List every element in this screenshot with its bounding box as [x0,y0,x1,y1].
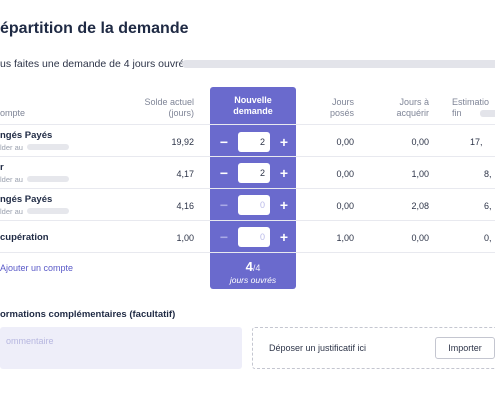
poses-cell: 0,00 [336,137,354,147]
acquerir-cell: 0,00 [411,137,429,147]
total-value: 4 [245,259,253,274]
total-unit-label: jours ouvrés [229,275,277,285]
drop-zone-label: Déposer un justificatif ici [269,343,367,353]
estimation-cell: 17, [470,137,483,147]
header-poses-line1: Jours [331,97,354,107]
page-title: épartition de la demande [0,20,189,37]
header-nouvelle-demande: Nouvelle demande [210,95,296,117]
header-nouvelle-line1: Nouvelle [234,95,272,105]
request-input[interactable]: 0 [238,195,270,215]
file-drop-zone[interactable]: Déposer un justificatif ici Importer [252,327,495,369]
total-denominator: /4 [252,263,261,273]
request-input[interactable]: 0 [238,227,270,247]
header-estimation-line1: Estimatio [452,97,490,107]
estimation-cell: 0, [484,233,492,243]
header-estimation: Estimatio fin [452,97,489,119]
account-sub: lder au [0,143,23,152]
header-poses-line2: posés [329,108,354,118]
account-name: ngés Payés [0,194,53,205]
account-name: r [0,162,4,173]
total-request: 4/4 [210,258,296,276]
decrement-button[interactable]: − [219,165,229,181]
header-account: ompte [0,108,26,118]
account-sub: lder au [0,175,23,184]
add-account-link[interactable]: Ajouter un compte [0,263,74,273]
acquerir-cell: 0,00 [411,233,429,243]
redacted-bar [480,110,495,117]
request-input[interactable]: 2 [238,132,270,152]
redacted-bar [27,144,69,150]
solde-cell: 4,16 [176,201,194,211]
poses-cell: 0,00 [336,169,354,179]
redacted-bar [182,60,495,68]
quantity-stepper[interactable]: − 2 + [216,163,292,183]
quantity-stepper[interactable]: − 2 + [216,132,292,152]
header-nouvelle-line2: demande [233,106,273,116]
solde-cell: 4,17 [176,169,194,179]
row-divider [0,252,495,253]
increment-button[interactable]: + [279,197,289,213]
additional-info-title: ormations complémentaires (facultatif) [0,309,176,320]
poses-cell: 0,00 [336,201,354,211]
redacted-bar [27,176,69,182]
header-jours-poses: Jours posés [310,97,354,119]
row-divider [0,220,495,221]
row-divider [0,188,495,189]
account-name: ngés Payés [0,130,53,141]
row-divider [0,124,495,125]
quantity-stepper[interactable]: − 0 + [216,227,292,247]
header-acquerir-line2: acquérir [396,108,429,118]
poses-cell: 1,00 [336,233,354,243]
increment-button[interactable]: + [279,165,289,181]
solde-cell: 1,00 [176,233,194,243]
header-estimation-line2: fin [452,108,462,118]
acquerir-cell: 1,00 [411,169,429,179]
request-input[interactable]: 2 [238,163,270,183]
solde-cell: 19,92 [171,137,194,147]
redacted-bar [27,208,69,214]
quantity-stepper[interactable]: − 0 + [216,195,292,215]
comment-field[interactable]: ommentaire [0,327,242,369]
decrement-button[interactable]: − [219,134,229,150]
import-button[interactable]: Importer [435,337,495,359]
decrement-button[interactable]: − [219,229,229,245]
decrement-button[interactable]: − [219,197,229,213]
account-sub: lder au [0,207,23,216]
header-solde: Solde actuel (jours) [130,97,194,119]
increment-button[interactable]: + [279,134,289,150]
header-solde-line2: (jours) [168,108,194,118]
row-divider [0,156,495,157]
request-summary: us faites une demande de 4 jours ouvrés [0,58,190,70]
header-acquerir-line1: Jours à [399,97,429,107]
increment-button[interactable]: + [279,229,289,245]
account-name: cupération [0,232,49,243]
estimation-cell: 6, [484,201,492,211]
header-jours-acquerir: Jours à acquérir [380,97,429,119]
estimation-cell: 8, [484,169,492,179]
header-solde-line1: Solde actuel [144,97,194,107]
acquerir-cell: 2,08 [411,201,429,211]
